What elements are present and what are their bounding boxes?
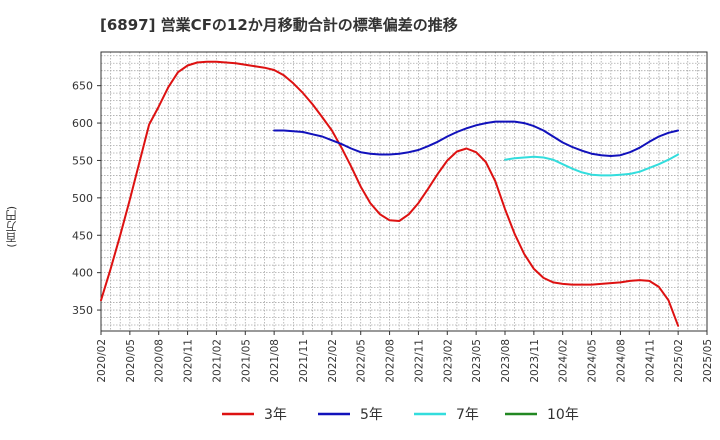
legend-label-1: 5年: [360, 407, 383, 423]
y-tick-label: 500: [72, 192, 93, 205]
x-tick-label: 2025/02: [673, 339, 685, 383]
y-tick-label: 650: [72, 80, 93, 93]
x-tick-label: 2021/05: [240, 339, 252, 383]
y-tick-label: 600: [72, 117, 93, 130]
x-tick-label: 2020/02: [96, 339, 108, 383]
y-tick-label: 550: [72, 154, 93, 167]
x-tick-label: 2024/05: [587, 339, 599, 383]
x-tick-label: 2022/02: [327, 339, 339, 383]
y-tick-label: 450: [72, 229, 93, 242]
plot-frame: [100, 51, 708, 332]
chart-title: [6897] 営業CFの12か月移動合計の標準偏差の推移: [100, 16, 458, 34]
series-line-1: [273, 120, 680, 157]
x-tick-label: 2022/11: [413, 339, 425, 383]
legend-label-0: 3年: [264, 407, 287, 423]
x-tick-label: 2024/02: [558, 339, 570, 383]
x-tick-label: 2025/05: [702, 339, 714, 383]
x-tick-label: 2020/11: [183, 339, 195, 383]
legend-label-3: 10年: [547, 407, 579, 423]
series-line-0: [100, 60, 680, 327]
x-tick-label: 2023/05: [471, 339, 483, 383]
x-tick-label: 2024/11: [644, 339, 656, 383]
x-tick-label: 2022/08: [385, 339, 397, 383]
x-tick-label: 2020/05: [125, 339, 137, 383]
x-tick-label: 2023/11: [529, 339, 541, 383]
x-tick-label: 2023/02: [442, 339, 454, 383]
y-tick-label: 400: [72, 267, 93, 280]
legend-label-2: 7年: [456, 407, 479, 423]
x-tick-label: 2021/11: [298, 339, 310, 383]
series-line-2: [504, 153, 680, 177]
y-tick-label: 350: [72, 304, 93, 317]
x-tick-label: 2024/08: [615, 339, 627, 383]
plot-area: [101, 52, 707, 331]
x-tick-label: 2021/08: [269, 339, 281, 383]
x-tick-label: 2022/05: [356, 339, 368, 383]
x-tick-label: 2021/02: [211, 339, 223, 383]
x-tick-label: 2023/08: [500, 339, 512, 383]
x-tick-label: 2020/08: [154, 339, 166, 383]
